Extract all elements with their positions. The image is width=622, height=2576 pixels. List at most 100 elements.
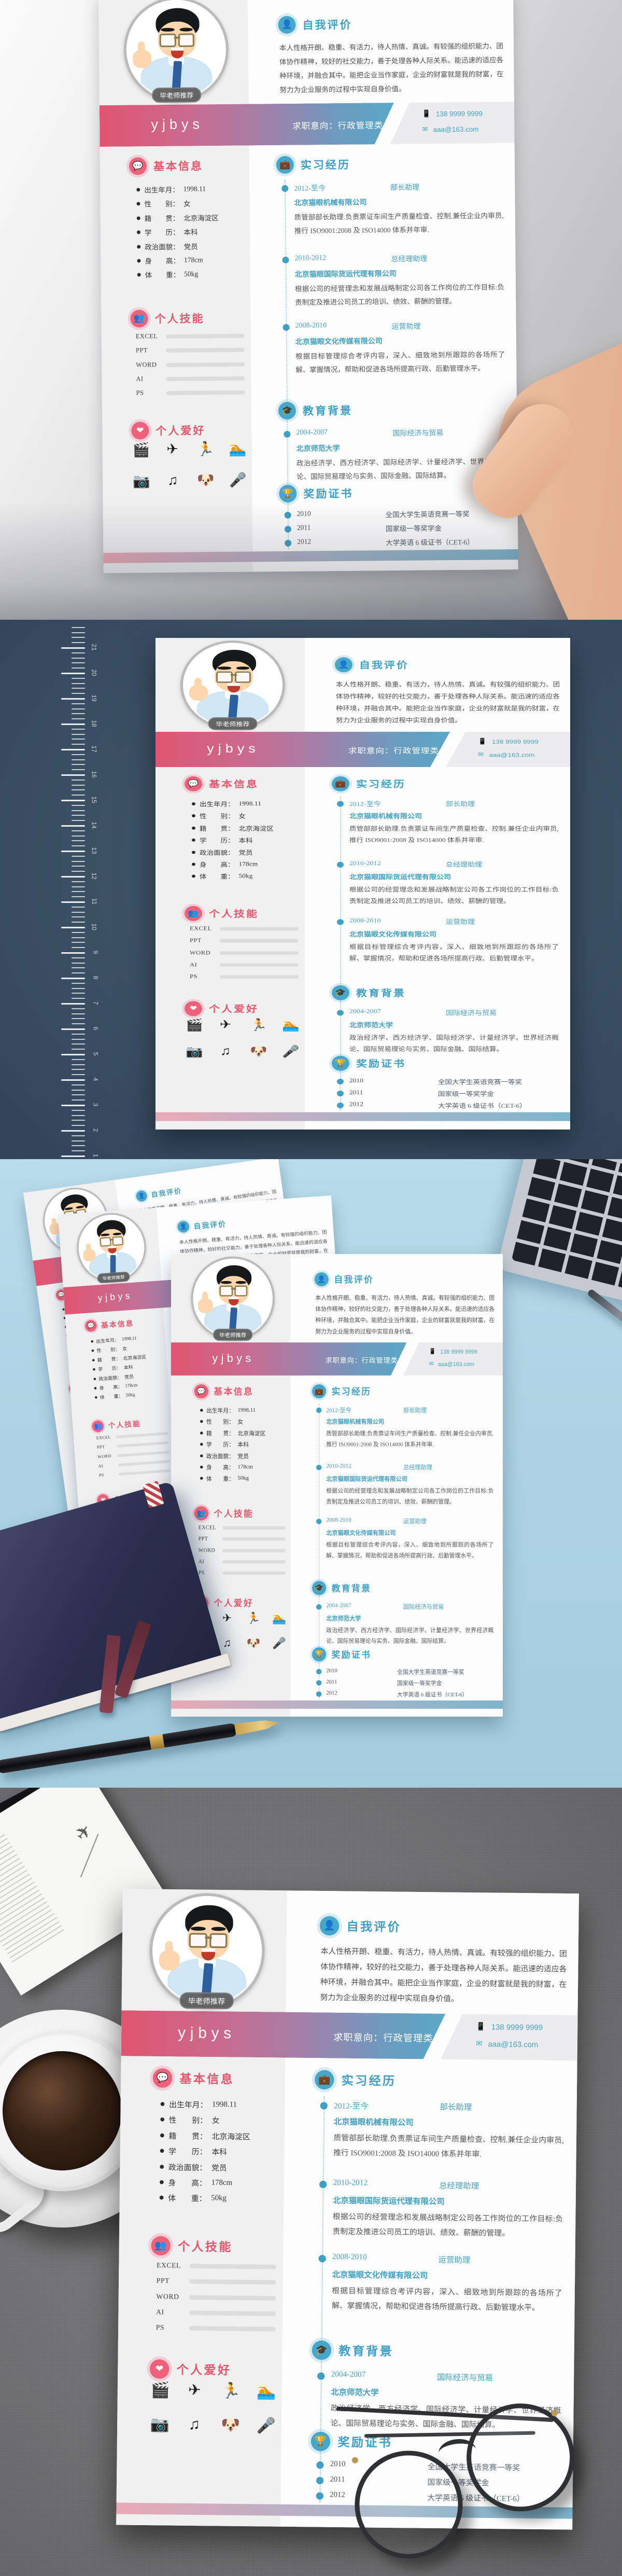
job-title: 部长助理: [446, 801, 475, 808]
ruler-tick: 18: [61, 720, 97, 727]
avatar-eyebrow: [235, 1281, 247, 1284]
info-row: 出生年月：1998.11: [192, 799, 261, 808]
skill-bar: AI: [156, 2308, 276, 2318]
info-row: 身 高：178cm: [192, 860, 258, 869]
section-header-basic-info: 💬 基本信息: [194, 1384, 253, 1399]
phone-row: 📱 138 9999 9999: [476, 2022, 543, 2032]
ruler-number: 9: [92, 950, 100, 954]
ruler-tick: [72, 942, 85, 943]
avatar-glasses-lens: [209, 1933, 228, 1948]
ruler-tick: [72, 947, 85, 949]
job-company: 北京猫眼国际货运代理有限公司: [349, 874, 451, 881]
skill-bar: AI: [190, 962, 299, 968]
graduation-cap-icon: 🎓: [312, 1581, 327, 1595]
briefcase-icon: 💼: [312, 1384, 327, 1399]
skill-bar: EXCEL: [199, 1525, 286, 1531]
section-header-skills: 👥 个人技能: [185, 906, 259, 921]
info-value: 178cm: [237, 1464, 253, 1470]
hobby-icons: 🎬 ✈ 🏃 🏊 📷 ♫ 🐶 🎤: [150, 2381, 291, 2435]
mail-icon: ✉: [422, 125, 428, 133]
ruler-tick: [72, 703, 85, 704]
movie-camera-icon: 🎬: [132, 442, 150, 458]
job-description: 根据公司的经营理念和发展战略制定公司各工作岗位的工作目标:负责制定及推进公司员工…: [294, 283, 505, 307]
ruler-tick: [72, 1059, 85, 1060]
ruler-tick: [72, 881, 85, 882]
info-value: 178cm: [183, 256, 203, 264]
ruler-tick: [72, 1135, 85, 1136]
avatar-thumbs-up: [133, 50, 151, 68]
job-period: 2012-至今: [326, 1408, 351, 1414]
info-row: 体 重：50kg: [192, 872, 253, 881]
microphone-icon: 🎤: [256, 2417, 276, 2434]
ruler-tick: [72, 662, 85, 664]
info-row: 出生年月：1998.11: [161, 2098, 237, 2110]
info-row: 身 高：178cm: [160, 2176, 232, 2188]
ruler-tick: [72, 1125, 85, 1126]
info-label: 出生年月：: [169, 2100, 208, 2110]
contact-panel: 📱 138 9999 9999 ✉ aaa@163.com: [403, 1342, 503, 1376]
timeline-dot: [316, 2492, 324, 2500]
skill-label: AI: [190, 961, 197, 968]
info-row: 身 高：178cm: [137, 255, 203, 266]
ruler-number: 1: [92, 1153, 100, 1158]
paper-plane-icon: ✈: [70, 1819, 97, 1845]
self-evaluation-text: 本人性格开朗、稳重、有活力，待人热情、真诚。有较强的组织能力、团体协作精神，较好…: [315, 1294, 494, 1335]
award-title: 大学英语 6 级证书（CET-6）: [397, 1691, 468, 1698]
heart-icon: ❤: [131, 422, 149, 440]
camera-icon: 📷: [186, 1045, 203, 1059]
skill-track: [165, 333, 245, 339]
ruler-number: 8: [92, 976, 100, 980]
ruler-number: 3: [92, 1103, 100, 1107]
section-title: 基本信息: [101, 1319, 134, 1330]
running-icon: 🏃: [246, 1612, 261, 1625]
email-address: aaa@163.com: [489, 751, 535, 758]
ruler-tick: [72, 642, 85, 644]
info-label: 身 高：: [206, 1464, 234, 1471]
education-courses: 政治经济学、西方经济学、国际经济学、计量经济学、世界经济概论、国际贸易理论与实务…: [349, 1034, 559, 1052]
info-value: 50kg: [125, 1391, 135, 1398]
info-value: 本科: [211, 2148, 228, 2156]
skill-label: WORD: [156, 2292, 179, 2301]
resume-instance-1: 毕老师推荐 👤 自我评价 本人性格开朗、稳重、有活力，待人热情、真诚。有较强的组…: [98, 0, 518, 573]
fountain-pen-gold-ring: [149, 1734, 165, 1750]
info-row: 籍 贯：北京海淀区: [137, 212, 219, 223]
job-period: 2010-2012: [294, 254, 327, 262]
job-company: 北京猫眼国际货运代理有限公司: [333, 2196, 445, 2207]
ruler-tick: [72, 815, 85, 816]
skill-track: [189, 2294, 276, 2301]
phone-icon: 📱: [421, 109, 431, 118]
education-major: 国际经济与贸易: [403, 1604, 444, 1611]
info-label: 出生年月：: [200, 801, 235, 808]
section-title: 基本信息: [209, 779, 259, 790]
info-row: 性 别：女: [192, 811, 246, 820]
ruler-tick: [72, 688, 85, 689]
skill-track: [165, 347, 245, 353]
info-label: 性 别：: [168, 2115, 208, 2125]
ruler-tick: [72, 754, 85, 755]
ruler-tick: 2: [61, 1129, 100, 1132]
phone-icon: 📱: [429, 1348, 436, 1355]
ruler-tick: [72, 708, 85, 709]
ruler-number: 16: [90, 771, 98, 778]
avatar: 毕老师推荐: [180, 640, 285, 730]
ruler-tick: [72, 677, 85, 679]
phone-icon: 📱: [476, 2022, 486, 2031]
avatar-mouth: [227, 683, 240, 693]
avatar-face: [218, 1276, 249, 1305]
resume-right-column-background: [290, 1254, 503, 1717]
avatar-face: [98, 1228, 125, 1254]
info-label: 出生年月：: [206, 1408, 234, 1414]
candidate-name: yjbys: [151, 116, 204, 133]
skill-bar: PPT: [199, 1536, 286, 1542]
job-period: 2012-至今: [294, 185, 326, 193]
info-row: 体 重：50kg: [200, 1474, 249, 1482]
info-value: 1998.11: [238, 800, 261, 807]
section-header-internship: 💼 实习经历: [332, 776, 406, 791]
info-label: 身 高：: [200, 861, 235, 868]
info-row: 出生年月：1998.11: [200, 1406, 256, 1414]
ruler-tick: [72, 1049, 85, 1050]
phone-number: 138 9999 9999: [440, 1348, 478, 1355]
trophy-icon: 🏆: [310, 2431, 331, 2452]
section-title: 个人技能: [209, 908, 259, 920]
timeline-dot: [316, 1604, 322, 1610]
